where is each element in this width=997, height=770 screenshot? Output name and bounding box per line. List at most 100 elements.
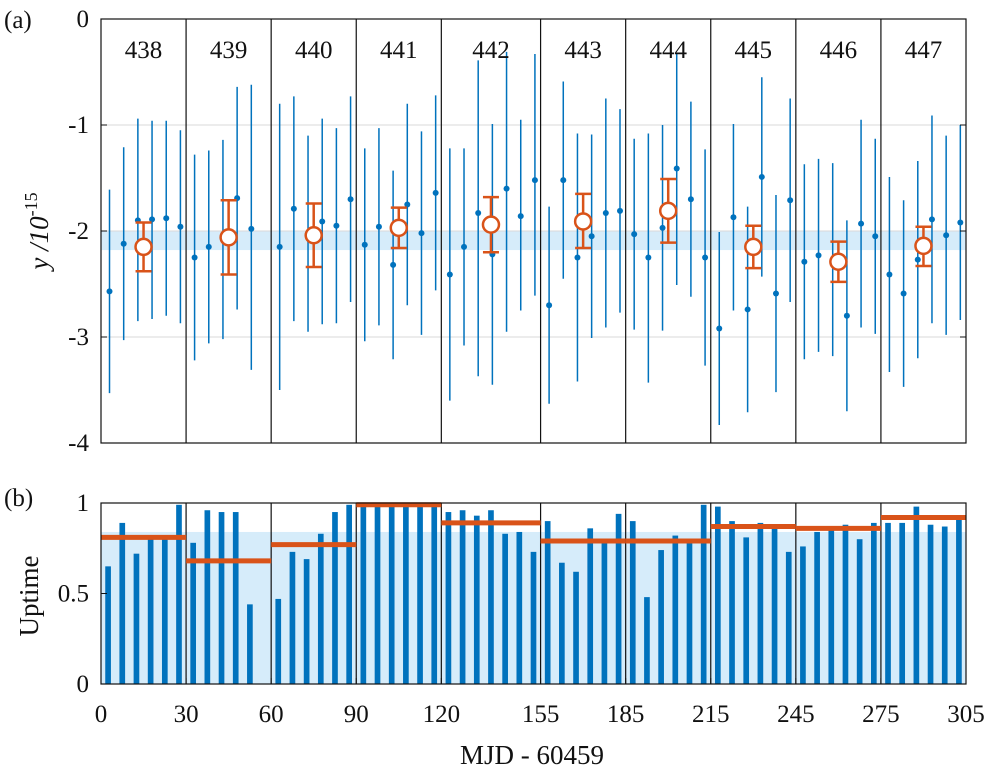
a-daily-marker [503, 185, 510, 192]
a-daily-marker [815, 252, 822, 259]
b-x-tick-label: 155 [522, 701, 560, 728]
b-uptime-bar [459, 510, 466, 684]
panel-a: 0 -1 -2 -3 -4 438 439 440 441 442 443 444 445 446 447… [4, 6, 967, 457]
b-uptime-bar [956, 519, 962, 684]
b-uptime-bar [147, 539, 154, 684]
b-uptime-bar [587, 528, 594, 684]
a-daily-point [645, 133, 652, 383]
b-y-tick-label: 0.5 [58, 581, 89, 608]
b-uptime-bar [672, 535, 679, 684]
b-uptime-bar [105, 566, 111, 684]
a-mean-marker [829, 252, 848, 271]
b-uptime-bar [715, 506, 721, 684]
a-segment-mean [914, 225, 933, 268]
b-x-tick-label: 275 [862, 701, 900, 728]
a-daily-point [177, 130, 184, 324]
a-daily-marker [602, 209, 609, 216]
a-mean-marker [573, 212, 593, 231]
a-daily-marker [957, 219, 964, 226]
a-y-tick-label: -3 [68, 324, 89, 351]
a-daily-marker [418, 230, 425, 237]
a-daily-marker [744, 306, 751, 313]
panel-b: 00.51 0 30 60 90 120 155 185 215 245 275 305 (b) U… [4, 485, 985, 770]
a-daily-marker [928, 216, 935, 223]
b-x-tick-label: 0 [95, 701, 108, 728]
a-daily-marker [758, 173, 765, 180]
a-segment-mean [219, 199, 238, 276]
a-mean-marker [134, 237, 153, 257]
a-daily-point [943, 135, 950, 335]
a-daily-marker [276, 243, 283, 250]
b-uptime-bar [644, 597, 650, 684]
b-x-tick-label: 305 [947, 701, 985, 728]
a-daily-point [957, 125, 964, 321]
a-daily-marker [333, 222, 340, 229]
b-uptime-bar [332, 512, 338, 684]
a-daily-marker [446, 271, 453, 278]
a-segment-label: 438 [125, 37, 163, 64]
a-daily-marker [404, 201, 411, 208]
a-daily-point [673, 52, 680, 286]
a-daily-point [872, 138, 879, 334]
a-daily-marker [560, 177, 567, 184]
a-mean-marker [658, 201, 678, 221]
a-daily-point [631, 138, 638, 330]
a-daily-marker [914, 256, 921, 263]
a-daily-point [574, 133, 581, 382]
a-segment-mean [481, 195, 501, 254]
b-uptime-bars [105, 504, 962, 684]
a-daily-marker [900, 290, 907, 297]
a-daily-point [843, 220, 850, 412]
a-daily-point [191, 154, 198, 361]
a-segment-mean [744, 224, 763, 270]
a-daily-points [106, 51, 964, 425]
b-uptime-bar [573, 571, 579, 684]
b-uptime-bar [629, 521, 636, 684]
b-uptime-bar [771, 524, 778, 684]
b-uptime-bar [615, 513, 622, 684]
b-uptime-bar [388, 504, 395, 684]
a-daily-marker [843, 312, 850, 319]
a-daily-marker [645, 254, 652, 261]
b-uptime-bar [176, 504, 182, 684]
a-daily-marker [943, 232, 950, 239]
b-uptime-bar [885, 522, 891, 684]
a-daily-point [361, 148, 368, 342]
a-daily-point [276, 103, 283, 390]
a-mean-marker [304, 225, 323, 245]
b-uptime-bar [204, 510, 211, 684]
b-uptime-bar [870, 522, 877, 684]
a-gridlines [101, 124, 966, 338]
a-daily-point [815, 158, 822, 352]
b-uptime-bar [346, 504, 352, 684]
b-uptime-bar [247, 604, 253, 684]
b-segment-mean-lines [101, 502, 966, 564]
b-uptime-bar [161, 537, 168, 684]
a-daily-marker [319, 218, 326, 225]
b-x-tick-labels: 0 30 60 90 120 155 185 215 245 275 305 [95, 678, 985, 728]
a-daily-point [702, 149, 709, 366]
a-daily-marker [475, 209, 482, 216]
b-uptime-bar [828, 530, 835, 684]
b-uptime-bar [488, 510, 494, 684]
b-x-tick-label: 30 [174, 701, 199, 728]
a-y-tick-labels: 0 -1 -2 -3 -4 [68, 6, 966, 457]
a-daily-point [801, 164, 808, 360]
a-daily-point [900, 200, 907, 387]
b-uptime-bar [303, 559, 310, 684]
a-daily-marker [205, 243, 212, 250]
b-uptime-bar [190, 542, 197, 684]
a-daily-marker [858, 220, 865, 227]
a-daily-point [446, 148, 453, 401]
b-uptime-bar [658, 550, 664, 684]
b-uptime-bar [842, 524, 849, 684]
b-uptime-bar [289, 551, 296, 684]
a-daily-point [347, 96, 354, 303]
a-daily-point [730, 123, 737, 311]
b-uptime-bar [700, 504, 707, 684]
a-daily-marker [787, 197, 794, 204]
b-uptime-bar [743, 537, 750, 684]
a-daily-point [375, 128, 382, 326]
a-daily-point [319, 118, 326, 325]
a-daily-point [858, 119, 865, 328]
